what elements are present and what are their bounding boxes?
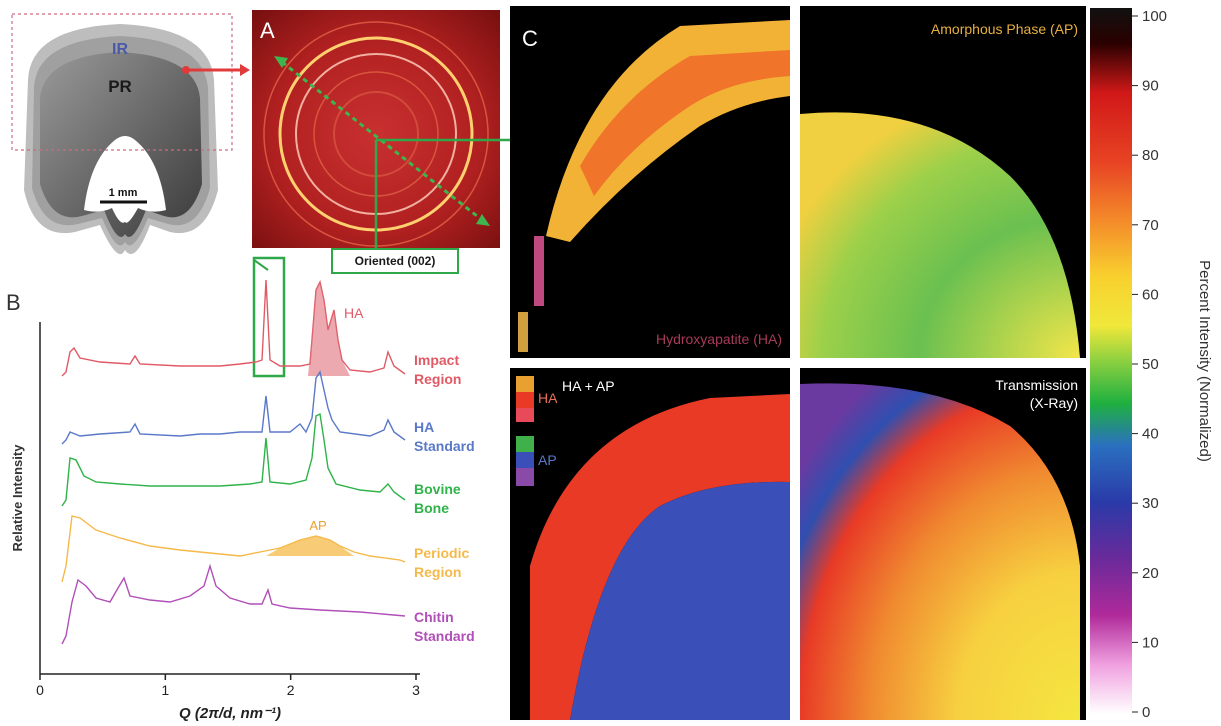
colorbar-tick-label: 90 — [1142, 78, 1159, 95]
sample-bovine-line1: Bovine — [414, 481, 461, 497]
haap-legend — [516, 376, 534, 486]
sample-impact-line1: Impact — [414, 352, 459, 368]
x-tick-label: 0 — [36, 682, 44, 698]
ha-map-label: Hydroxyapatite (HA) — [656, 331, 782, 347]
sample-ha-line1: HA — [414, 419, 434, 435]
impact-region-spectrum — [61, 279, 406, 377]
colorbar-tick-label: 20 — [1142, 565, 1159, 582]
spectra-panel: B Relative Intensity 0 1 2 3 Q (2π/d, nm⁻¹)… — [6, 256, 475, 722]
transmission-label-line1: Transmission — [995, 377, 1078, 393]
red-arrow-dot — [182, 66, 190, 74]
haap-ha-region — [530, 394, 790, 720]
x-tick-label: 2 — [287, 682, 295, 698]
sample-bovine-line2: Bone — [414, 500, 449, 516]
ap-region — [800, 112, 1080, 358]
haap-legend-ha: HA — [538, 390, 558, 406]
transmission-region — [800, 383, 1080, 720]
transmission-label-line2: (X-Ray) — [1030, 395, 1078, 411]
colorbar-tick-label: 30 — [1142, 495, 1159, 512]
ap-map-label: Amorphous Phase (AP) — [931, 21, 1078, 37]
sample-impact-line2: Region — [414, 371, 461, 387]
pr-label: PR — [108, 77, 132, 96]
x-axis-label: Q (2π/d, nm⁻¹) — [179, 705, 281, 722]
bovine-bone-spectrum — [61, 412, 406, 507]
maps-panel: C Hydroxyapatite (HA) Amorphous Phase (A… — [510, 6, 1086, 720]
sample-periodic-line1: Periodic — [414, 545, 469, 561]
ap-peak-label: AP — [309, 518, 326, 533]
red-arrow-head — [240, 64, 250, 76]
chitin-standard-spectrum — [61, 563, 406, 645]
ha-standard-spectrum — [61, 370, 406, 445]
colorbar-tick-label: 0 — [1142, 704, 1150, 721]
ha-edge-strip — [534, 236, 544, 306]
sample-labels: Impact Region HA Standard Bovine Bone Pe… — [414, 352, 475, 644]
x-tick-label: 3 — [412, 682, 420, 698]
panel-label-b: B — [6, 290, 21, 315]
oriented-label: Oriented (002) — [354, 254, 436, 268]
x-tick-label: 1 — [161, 682, 169, 698]
colorbar-tick-label: 100 — [1142, 8, 1167, 25]
region-box — [11, 13, 233, 151]
haap-legend-ap: AP — [538, 452, 557, 468]
sample-chitin-line2: Standard — [414, 628, 475, 644]
colorbar-tick-label: 80 — [1142, 147, 1159, 164]
oriented-connector — [374, 140, 446, 262]
ha-arc-inner — [580, 50, 790, 196]
colorbar-tick-label: 40 — [1142, 426, 1159, 443]
panel-label-a: A — [260, 18, 275, 43]
green-arrow-head-start — [274, 56, 288, 68]
colorbar-tick-label: 50 — [1142, 356, 1159, 373]
panel-label-c: C — [522, 26, 538, 51]
oriented-callout: Oriented (002) — [331, 248, 459, 274]
ap-peak-fill — [266, 536, 354, 556]
y-axis-label: Relative Intensity — [10, 444, 25, 552]
scale-bar-label: 1 mm — [109, 187, 138, 199]
peak-connector — [253, 259, 269, 271]
colorbar-tick-label: 60 — [1142, 286, 1159, 303]
haap-ap-region — [570, 481, 790, 720]
ha-peak-label: HA — [344, 305, 364, 321]
sample-chitin-line1: Chitin — [414, 609, 454, 625]
shell-schematic: IR PR 1 mm — [11, 13, 250, 255]
sample-periodic-line2: Region — [414, 564, 461, 580]
colorbar-tick-label: 70 — [1142, 217, 1159, 234]
colorbar-gradient — [1090, 8, 1132, 714]
periodic-region-spectrum — [61, 515, 406, 583]
sample-ha-line2: Standard — [414, 438, 475, 454]
ha-edge-strip-bottom — [518, 312, 528, 352]
colorbar-tick-label: 10 — [1142, 634, 1159, 651]
colorbar-label: Percent Intensity (Normalized) — [1196, 260, 1213, 462]
ir-label: IR — [112, 41, 128, 58]
green-arrow-head-end — [476, 214, 490, 226]
x-ticks: 0 1 2 3 — [36, 674, 420, 698]
ha-peak-fill — [308, 282, 350, 376]
haap-map-label: HA + AP — [562, 378, 615, 394]
oriented-peak-box — [252, 256, 286, 378]
